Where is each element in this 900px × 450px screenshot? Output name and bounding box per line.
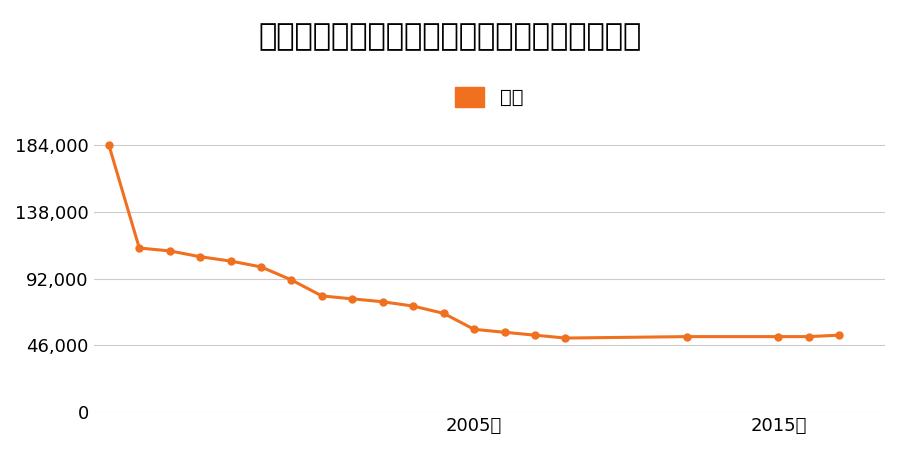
Text: 鳥取県米子市角盤町四丁目９８番外の地価推移: 鳥取県米子市角盤町四丁目９８番外の地価推移 <box>258 22 642 51</box>
Legend: 価格: 価格 <box>447 79 531 115</box>
